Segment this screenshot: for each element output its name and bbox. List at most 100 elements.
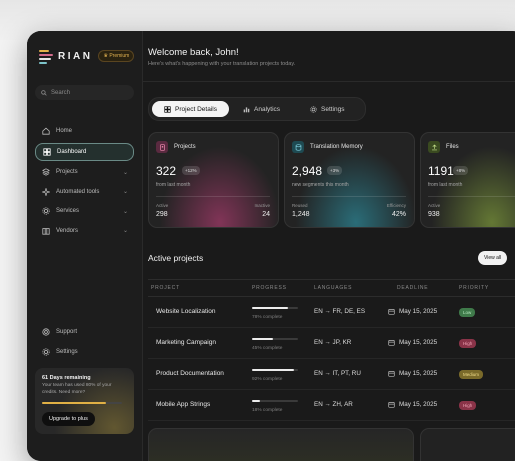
search-input[interactable]: Search xyxy=(35,85,134,100)
bar-chart-icon xyxy=(243,106,250,112)
upgrade-button[interactable]: Upgrade to plus xyxy=(42,412,95,426)
card-subtitle: from last month xyxy=(156,182,191,188)
premium-badge: ♛ Premium xyxy=(98,50,135,62)
sidebar-item-home[interactable]: Home xyxy=(35,123,134,139)
search-icon xyxy=(41,89,47,96)
trial-text: Your team has used 80% of your credits. … xyxy=(42,383,112,395)
progress-text: 78% complete xyxy=(252,315,283,320)
card-right-label: Efficiency xyxy=(386,203,406,208)
sidebar-item-label: Services xyxy=(56,208,80,214)
sidebar-item-support[interactable]: Support xyxy=(35,324,134,340)
bottom-card xyxy=(148,428,414,461)
card-subtitle: from last month xyxy=(428,182,463,188)
table-row[interactable]: Product Documentation 92% complete EN → … xyxy=(148,359,515,390)
sidebar-bottom-nav: Support Settings xyxy=(35,324,134,363)
tab-label: Analytics xyxy=(254,105,281,113)
card-left-value: 298 xyxy=(156,211,168,218)
database-icon xyxy=(292,141,304,153)
progress-text: 92% complete xyxy=(252,377,283,382)
upload-icon xyxy=(428,141,440,153)
projects-icon xyxy=(156,141,168,153)
priority-badge: Medium xyxy=(459,370,484,379)
app-window: RIAN ♛ Premium Search Home Dashboard Pro… xyxy=(27,31,515,461)
priority-badge: Low xyxy=(459,308,476,317)
card-left-label: Reused xyxy=(292,203,308,208)
languages: EN → JP, KR xyxy=(314,339,352,346)
card-left-value: 1,248 xyxy=(292,211,310,218)
sidebar-nav: Home Dashboard Projects ⌄ Automated tool… xyxy=(35,123,134,242)
chevron-down-icon: ⌄ xyxy=(122,208,128,215)
priority-badge: High xyxy=(459,401,477,410)
sidebar-item-label: Vendors xyxy=(56,227,79,234)
search-placeholder: Search xyxy=(51,89,71,96)
grid-icon xyxy=(164,105,171,113)
column-header: PROGRESS xyxy=(252,285,287,291)
settings-icon xyxy=(42,347,50,356)
priority-badge: High xyxy=(459,339,477,348)
table-row[interactable]: Mobile App Strings 18% complete EN → ZH,… xyxy=(148,390,515,421)
progress-text: 45% complete xyxy=(252,346,283,351)
card-right-value: 24 xyxy=(262,211,270,218)
calendar-icon xyxy=(388,402,395,408)
calendar-icon xyxy=(388,340,395,346)
card-left-label: Active xyxy=(156,203,169,208)
card-right-label: Inactive xyxy=(254,203,270,208)
section-title: Active projects xyxy=(148,253,204,263)
sidebar-item-label: Home xyxy=(56,128,73,134)
project-name: Product Documentation xyxy=(156,370,224,377)
progress-bar xyxy=(252,369,298,371)
project-name: Mobile App Strings xyxy=(156,401,211,408)
logo-mark-icon xyxy=(39,49,53,64)
deadline: May 15, 2025 xyxy=(388,339,437,346)
gear-icon xyxy=(310,105,317,113)
chevron-down-icon: ⌄ xyxy=(122,169,128,176)
sidebar-item-automated-tools[interactable]: Automated tools ⌄ xyxy=(35,184,134,200)
view-all-button[interactable]: View all xyxy=(478,251,508,265)
chevron-down-icon: ⌄ xyxy=(122,189,128,195)
trial-card: 61 Days remaining Your team has used 80%… xyxy=(35,368,134,434)
sidebar-item-vendors[interactable]: Vendors ⌄ xyxy=(35,223,134,239)
layers-icon xyxy=(42,168,50,176)
stat-card-translation-memory[interactable]: Translation Memory 2,948 +3% new segment… xyxy=(284,132,415,228)
tab-project-details[interactable]: Project Details xyxy=(152,101,229,117)
stat-card-projects[interactable]: Projects 322 +12% from last month Active… xyxy=(148,132,279,228)
trial-title: 61 Days remaining xyxy=(42,375,91,381)
sidebar-item-projects[interactable]: Projects ⌄ xyxy=(35,164,134,180)
gear-icon xyxy=(42,207,50,215)
card-change-badge: +8% xyxy=(453,166,469,175)
page-subtitle: Here's what's happening with your transl… xyxy=(148,61,296,67)
calendar-icon xyxy=(388,309,395,315)
page-title: Welcome back, John! xyxy=(148,47,239,58)
sidebar-item-dashboard[interactable]: Dashboard xyxy=(35,142,134,161)
tab-label: Project Details xyxy=(175,105,217,113)
table-header: PROJECT PROGRESS LANGUAGES DEADLINE PRIO… xyxy=(148,279,515,297)
card-change-badge: +12% xyxy=(182,166,200,175)
sidebar-item-settings[interactable]: Settings xyxy=(35,344,134,360)
card-title: Translation Memory xyxy=(310,144,363,150)
sidebar-item-label: Support xyxy=(56,329,78,335)
languages: EN → IT, PT, RU xyxy=(314,370,361,377)
table-row[interactable]: Marketing Campaign 45% complete EN → JP,… xyxy=(148,328,515,359)
languages: EN → ZH, AR xyxy=(314,401,353,408)
tab-settings[interactable]: Settings xyxy=(310,101,345,117)
tab-analytics[interactable]: Analytics xyxy=(243,101,280,117)
card-divider xyxy=(156,196,270,197)
card-value: 322 xyxy=(156,164,177,178)
table-row[interactable]: Website Localization 78% complete EN → F… xyxy=(148,297,515,328)
main-content: Welcome back, John! Here's what's happen… xyxy=(142,31,515,461)
sidebar-item-services[interactable]: Services ⌄ xyxy=(35,203,134,219)
trial-progress-bar xyxy=(42,402,122,404)
building-icon xyxy=(42,227,50,235)
progress-bar xyxy=(252,307,298,309)
card-left-value: 938 xyxy=(428,211,440,218)
column-header: LANGUAGES xyxy=(314,285,353,291)
logo: RIAN ♛ Premium xyxy=(39,49,135,64)
stat-card-files[interactable]: Files 1191 +8% from last month Active 93… xyxy=(420,132,515,228)
calendar-icon xyxy=(388,371,395,377)
card-right-value: 42% xyxy=(391,211,406,218)
progress-text: 18% complete xyxy=(252,408,283,413)
card-title: Files xyxy=(446,144,459,150)
column-header: PROJECT xyxy=(151,285,180,291)
deadline: May 15, 2025 xyxy=(388,370,437,377)
chevron-down-icon: ⌄ xyxy=(122,228,128,234)
